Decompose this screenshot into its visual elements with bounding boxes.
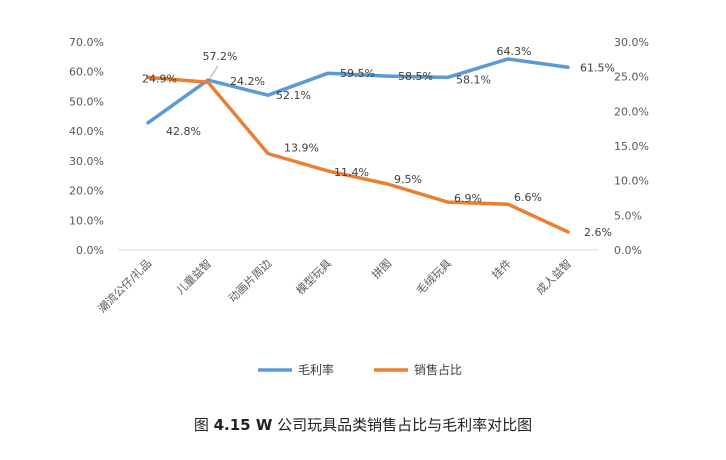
- x-tick-label: 成人益智: [533, 256, 574, 297]
- series-2-point: [446, 200, 450, 204]
- legend-label-1: 毛利率: [298, 362, 334, 377]
- y-left-tick-label: 70.0%: [69, 36, 104, 49]
- series-1-data-label: 57.2%: [203, 50, 238, 63]
- chart-svg: 0.0% 10.0% 20.0% 30.0% 40.0% 50.0% 60.0% 70.0% 0…: [69, 36, 649, 377]
- series-1-data-label: 64.3%: [497, 45, 532, 58]
- series-1-data-label: 58.1%: [456, 73, 491, 86]
- series-2-data-label: 6.6%: [514, 191, 542, 204]
- series-1-data-label: 61.5%: [580, 61, 615, 74]
- series-1-point: [566, 65, 570, 69]
- x-tick-label: 拼图: [369, 256, 394, 281]
- series-1-point: [446, 75, 450, 79]
- series-2-point: [206, 80, 210, 84]
- y-right-tick-label: 25.0%: [614, 71, 649, 84]
- series-line-2: [146, 75, 570, 234]
- x-tick-label: 模型玩具: [293, 256, 334, 297]
- y-left-tick-label: 40.0%: [69, 125, 104, 138]
- series-1-point: [506, 57, 510, 61]
- x-tick-label: 潮流公仔/礼品: [95, 256, 154, 315]
- series-1-data-label: 58.5%: [398, 70, 433, 83]
- x-tick-label: 动画片周边: [226, 257, 274, 305]
- series-2-point: [266, 152, 270, 156]
- series-2-point: [386, 182, 390, 186]
- y-right-tick-label: 0.0%: [614, 244, 642, 257]
- y-right-tick-label: 5.0%: [614, 209, 642, 222]
- y-right-tick-label: 15.0%: [614, 140, 649, 153]
- series-1-data-label: 59.5%: [340, 67, 375, 80]
- x-tick-label: 毛绒玩具: [414, 257, 454, 297]
- series-2-data-label: 24.9%: [142, 72, 177, 85]
- x-tick-label: 儿童益智: [173, 256, 214, 297]
- y-left-tick-label: 60.0%: [69, 66, 104, 79]
- caption-number: 4.15 W: [213, 416, 273, 434]
- series-1-point: [266, 93, 270, 97]
- x-tick-label: 挂件: [489, 256, 514, 281]
- series-2-data-label: 9.5%: [394, 173, 422, 186]
- series-2-data-label: 13.9%: [284, 142, 319, 155]
- caption-text: 公司玩具品类销售占比与毛利率对比图: [272, 416, 533, 434]
- y-left-tick-label: 10.0%: [69, 214, 104, 227]
- y-left-tick-label: 0.0%: [76, 244, 104, 257]
- y-right-tick-label: 30.0%: [614, 36, 649, 49]
- series-1-data-label: 52.1%: [276, 89, 311, 102]
- series-1-point: [386, 74, 390, 78]
- y-right-tick-label: 10.0%: [614, 175, 649, 188]
- y-left-tick-label: 50.0%: [69, 95, 104, 108]
- series-2-point: [146, 75, 150, 79]
- y-left-tick-label: 20.0%: [69, 185, 104, 198]
- series-1-point: [146, 121, 150, 125]
- caption-prefix: 图: [193, 416, 214, 434]
- legend-label-2: 销售占比: [414, 362, 462, 377]
- series-2-data-label: 24.2%: [230, 75, 265, 88]
- series-1-data-label: 42.8%: [166, 125, 201, 138]
- y-right-tick-label: 20.0%: [614, 105, 649, 118]
- y-left-tick-label: 30.0%: [69, 155, 104, 168]
- series-2-data-label: 11.4%: [334, 166, 369, 179]
- series-line-1: [146, 57, 570, 125]
- series-2-point: [506, 202, 510, 206]
- figure-caption: 图 4.15 W 公司玩具品类销售占比与毛利率对比图: [0, 414, 726, 435]
- chart-container: 0.0% 10.0% 20.0% 30.0% 40.0% 50.0% 60.0% 70.0% 0…: [69, 36, 649, 377]
- series-2-data-label: 6.9%: [454, 192, 482, 205]
- series-2-point: [566, 230, 570, 234]
- series-2-point: [326, 169, 330, 173]
- series-1-point: [326, 71, 330, 75]
- series-2-data-label: 2.6%: [584, 226, 612, 239]
- data-label-leader-line: [209, 65, 219, 79]
